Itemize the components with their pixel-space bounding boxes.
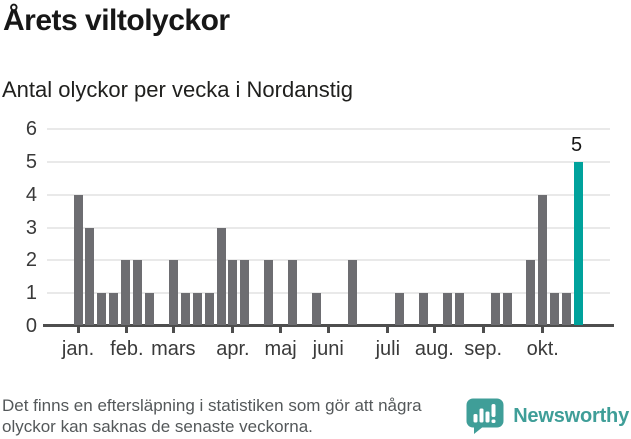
x-axis-tick (386, 326, 390, 333)
highlight-bar (574, 162, 583, 325)
gridline-3 (47, 226, 610, 229)
x-axis-month-label: maj (264, 338, 297, 360)
bar (562, 293, 572, 325)
bar (311, 293, 321, 325)
bar (490, 293, 500, 325)
bar (550, 293, 560, 325)
newsworthy-wordmark: Newsworthy (513, 404, 629, 427)
x-axis-tick (541, 326, 545, 333)
bar (97, 293, 107, 325)
y-axis-label: 5 (25, 151, 37, 173)
x-axis-tick (125, 326, 129, 333)
newsworthy-icon (466, 398, 504, 434)
y-axis-label: 0 (25, 315, 37, 337)
bar (85, 227, 95, 325)
x-axis-month-label: aug. (414, 338, 454, 360)
bar (145, 293, 154, 325)
x-axis-month-label: jan. (61, 338, 95, 360)
x-axis-month-label: juli (375, 338, 401, 360)
x-axis-month-label: mars (151, 338, 196, 360)
gridline-1 (47, 292, 610, 295)
y-axis-label: 6 (25, 118, 37, 141)
y-axis-label: 3 (25, 216, 37, 239)
bar (133, 260, 143, 325)
bar (121, 260, 131, 325)
newsworthy-logo[interactable]: Newsworthy (466, 398, 629, 434)
gridline-2 (47, 259, 610, 262)
footer: Det finns en eftersläpning i statistiken… (0, 395, 631, 439)
x-axis-tick (231, 326, 235, 333)
bar (526, 260, 536, 325)
bar (264, 260, 274, 325)
y-axis-label: 2 (25, 249, 37, 272)
bar (73, 194, 83, 325)
bar (228, 260, 238, 325)
bar (454, 293, 464, 325)
bar (204, 293, 214, 325)
bar (192, 293, 202, 325)
highlight-value-label: 5 (570, 134, 583, 156)
disclaimer-text: Det finns en eftersläpning i statistiken… (2, 396, 422, 436)
bar (109, 293, 119, 325)
bar (168, 260, 178, 325)
bar (538, 194, 548, 325)
x-axis-line (43, 324, 614, 327)
bar (240, 260, 250, 325)
x-axis-tick (432, 326, 436, 333)
x-axis-month-label: okt. (526, 338, 559, 360)
x-axis-tick (76, 326, 80, 333)
y-axis-label: 4 (25, 183, 37, 206)
x-axis-month-label: apr. (216, 338, 250, 360)
bar (216, 227, 226, 325)
x-axis-month-label: juni (312, 338, 344, 360)
bar (442, 293, 452, 325)
x-axis-month-label: feb. (110, 338, 144, 360)
y-axis-label: 1 (25, 282, 37, 305)
bar (347, 260, 357, 325)
bar (502, 293, 512, 325)
x-axis-tick (481, 326, 485, 333)
bar (395, 293, 405, 325)
x-axis-month-label: sep. (464, 338, 503, 360)
x-axis-tick (326, 326, 330, 333)
weekly-accidents-bar-chart: 0 1 2 3 4 5 6 jan. feb. mars apr. maj juni juli aug. se… (25, 118, 614, 360)
page-title: Årets viltolyckor (3, 4, 230, 37)
x-axis-tick (279, 326, 283, 333)
gridline-6 (47, 128, 610, 131)
chart-subtitle: Antal olyckor per vecka i Nordanstig (2, 77, 353, 102)
bar (180, 293, 190, 325)
bar (288, 260, 297, 325)
x-axis-tick (171, 326, 175, 333)
gridline-4 (47, 193, 610, 196)
bar (419, 293, 429, 325)
gridline-5 (47, 161, 610, 163)
